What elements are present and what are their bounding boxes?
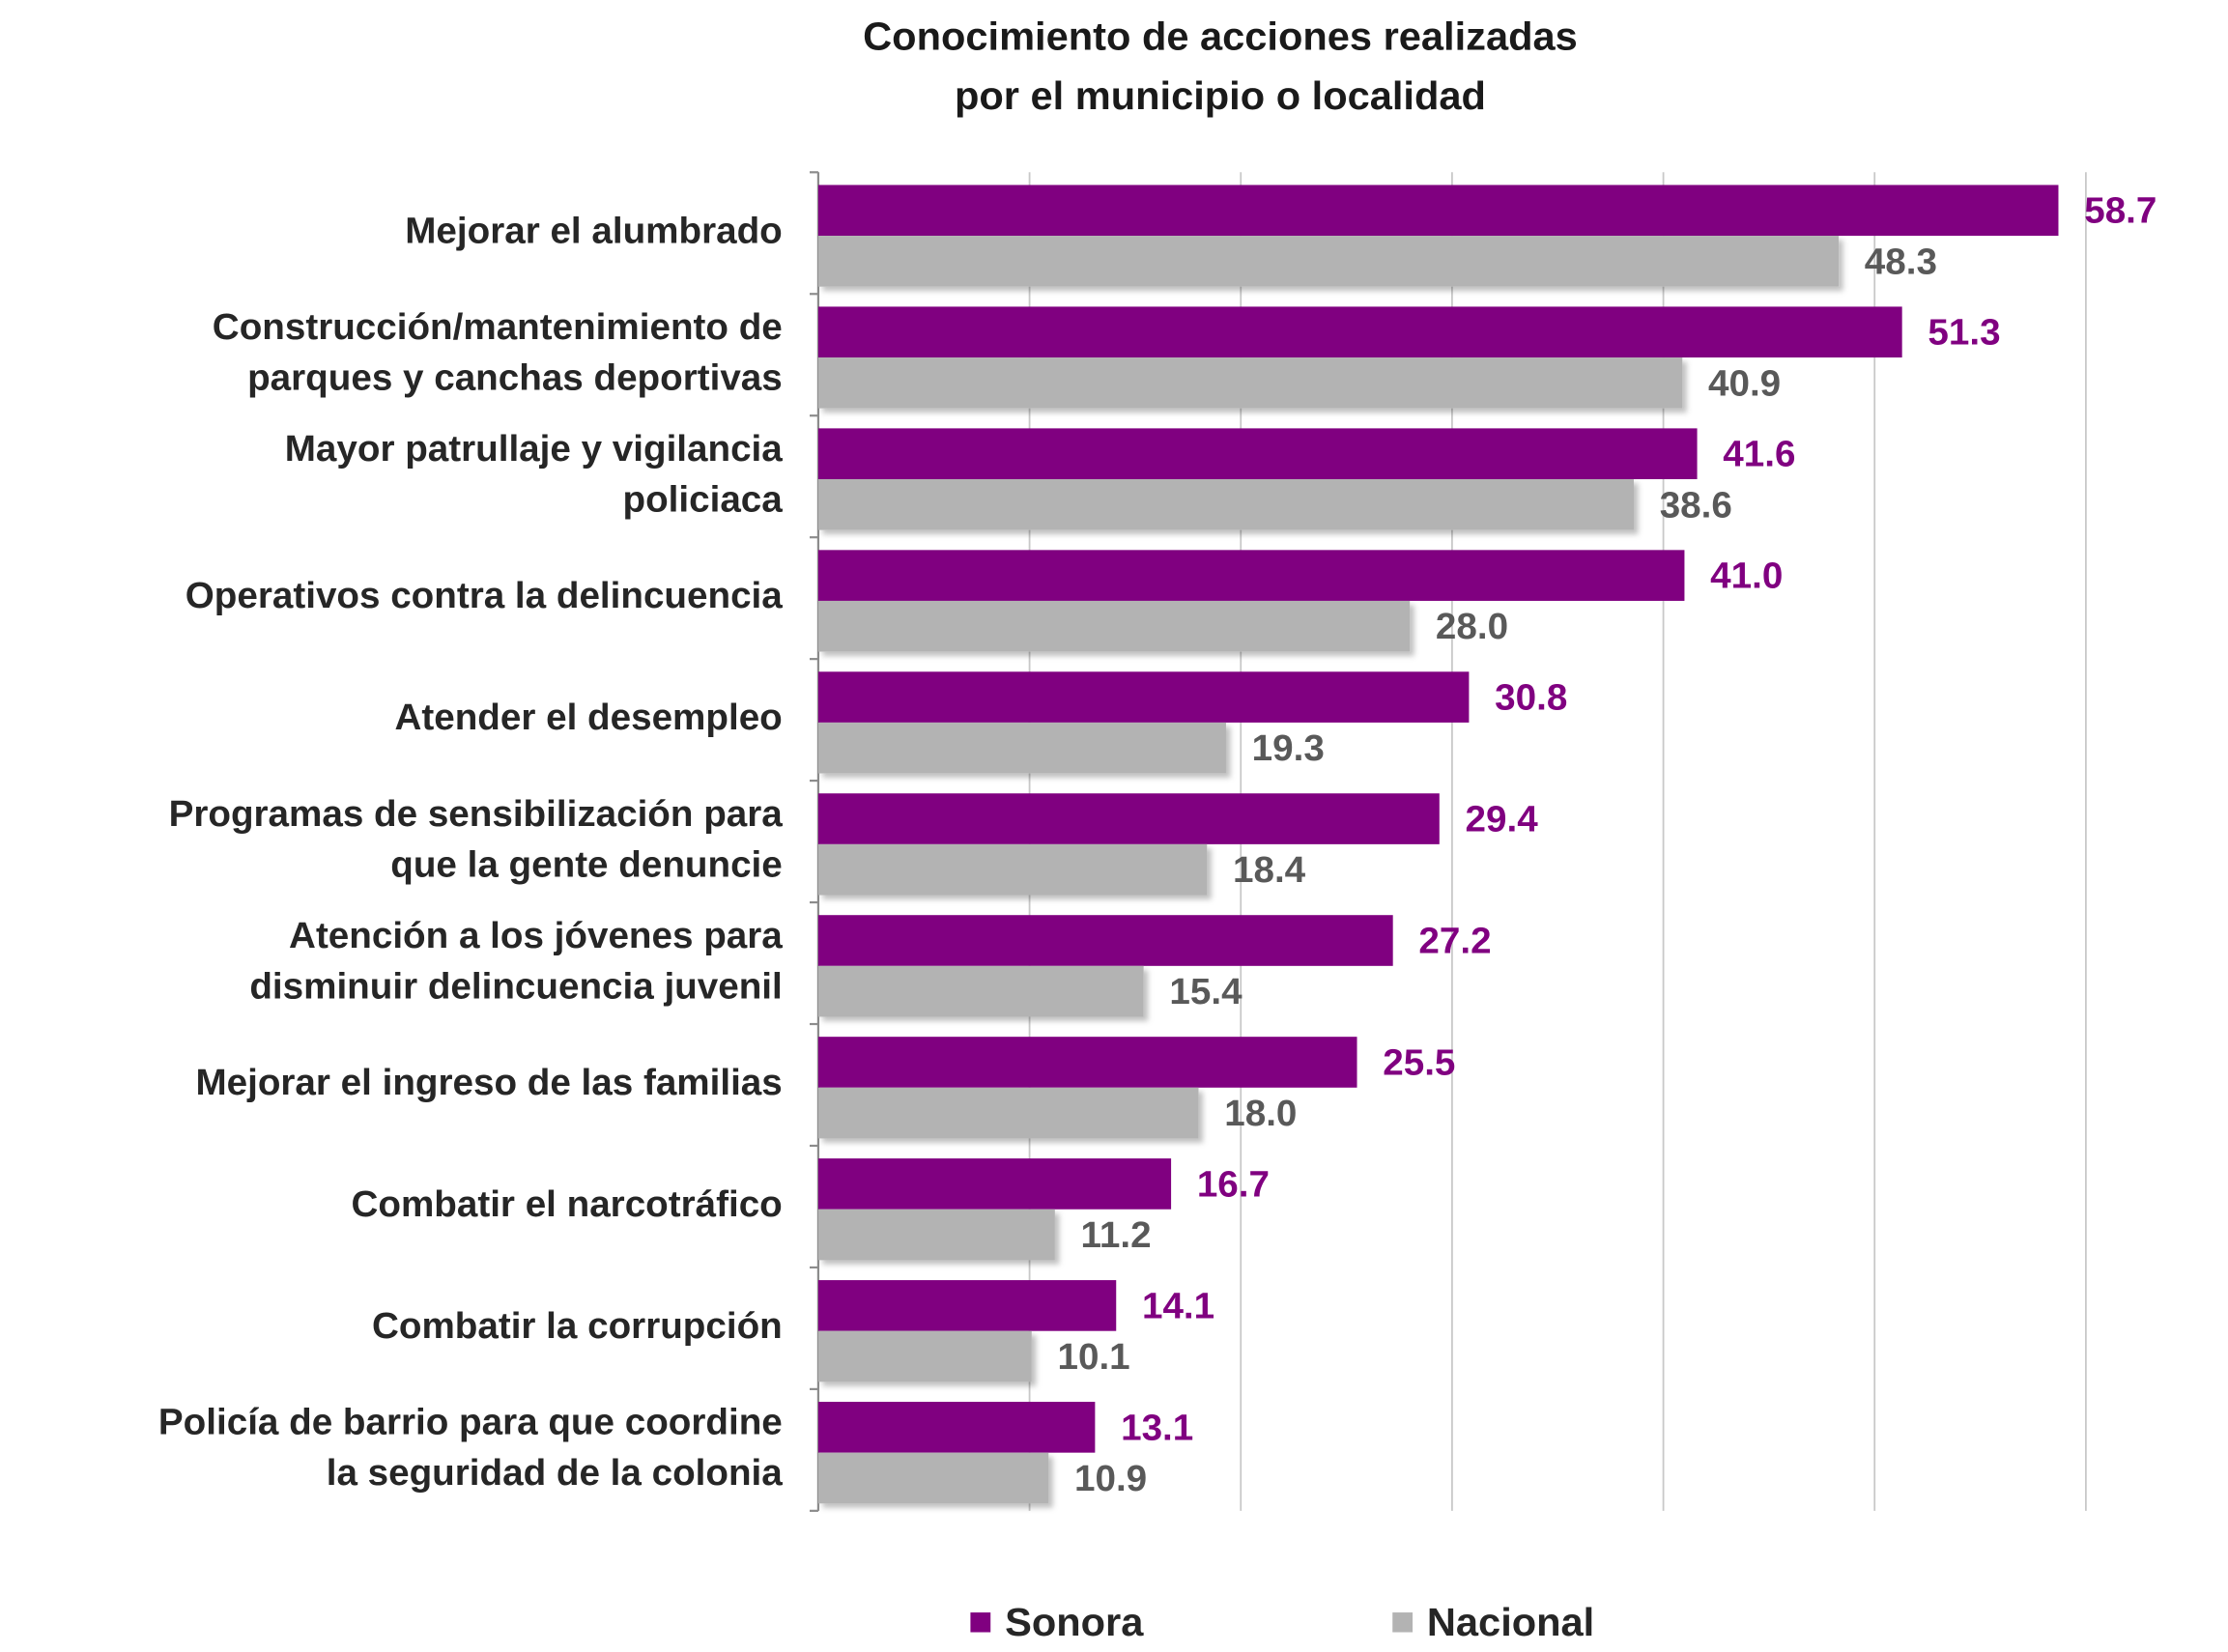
bar bbox=[817, 1402, 1096, 1453]
bar bbox=[817, 915, 1393, 966]
bar bbox=[817, 1280, 1117, 1331]
category-label: Mejorar el ingreso de las familias bbox=[195, 1062, 782, 1103]
value-label: 38.6 bbox=[1660, 485, 1732, 527]
category-label: la seguridad de la colonia bbox=[327, 1452, 784, 1494]
bar bbox=[817, 306, 1902, 358]
value-label: 15.4 bbox=[1169, 971, 1243, 1012]
category-label: parques y canchas deportivas bbox=[247, 357, 783, 399]
category-label: disminuir delincuencia juvenil bbox=[249, 966, 782, 1008]
value-label: 40.9 bbox=[1708, 363, 1781, 405]
value-label: 30.8 bbox=[1495, 677, 1567, 719]
category-label: Atender el desempleo bbox=[395, 697, 783, 738]
value-label: 18.4 bbox=[1233, 849, 1306, 891]
bar bbox=[817, 722, 1226, 774]
value-label: 58.7 bbox=[2084, 190, 2157, 232]
category-label: Policía de barrio para que coordine bbox=[158, 1402, 783, 1443]
bar bbox=[817, 1452, 1049, 1504]
value-label: 18.0 bbox=[1224, 1093, 1297, 1134]
legend-swatch bbox=[1392, 1612, 1414, 1633]
value-label: 11.2 bbox=[1081, 1214, 1152, 1256]
category-label: Programas de sensibilización para bbox=[169, 793, 784, 835]
value-label: 41.0 bbox=[1710, 555, 1783, 597]
bar bbox=[817, 1037, 1357, 1088]
value-label: 19.3 bbox=[1252, 727, 1325, 769]
bar bbox=[817, 236, 1840, 287]
bar bbox=[817, 357, 1683, 409]
value-label: 14.1 bbox=[1142, 1286, 1214, 1327]
value-label: 25.5 bbox=[1383, 1042, 1455, 1084]
legend-label: Nacional bbox=[1427, 1600, 1594, 1644]
legend-label: Sonora bbox=[1005, 1600, 1144, 1644]
chart-title: Conocimiento de acciones realizadas bbox=[863, 14, 1578, 59]
value-label: 48.3 bbox=[1865, 242, 1937, 283]
category-label: Mejorar el alumbrado bbox=[405, 211, 783, 252]
bar bbox=[817, 428, 1698, 479]
bar bbox=[817, 550, 1685, 601]
bar bbox=[817, 1209, 1055, 1261]
category-label: Operativos contra la delincuencia bbox=[186, 575, 784, 616]
value-label: 51.3 bbox=[1928, 312, 2000, 354]
value-label: 10.9 bbox=[1074, 1458, 1147, 1499]
value-label: 27.2 bbox=[1418, 921, 1491, 962]
bar bbox=[817, 1087, 1199, 1139]
value-label: 41.6 bbox=[1723, 434, 1795, 475]
chart-title: por el municipio o localidad bbox=[955, 73, 1486, 118]
bar bbox=[817, 185, 2059, 237]
bar bbox=[817, 1330, 1032, 1382]
bar bbox=[817, 965, 1144, 1017]
category-label: Combatir la corrupción bbox=[372, 1305, 783, 1347]
category-label: Atención a los jóvenes para bbox=[289, 915, 783, 956]
legend-swatch bbox=[970, 1612, 991, 1633]
value-label: 10.1 bbox=[1058, 1336, 1130, 1378]
category-label: Mayor patrullaje y vigilancia bbox=[285, 428, 784, 470]
bar bbox=[817, 843, 1208, 896]
category-label: policiaca bbox=[623, 479, 784, 521]
category-label: Construcción/mantenimiento de bbox=[213, 306, 783, 348]
value-label: 13.1 bbox=[1121, 1408, 1193, 1449]
category-label: Combatir el narcotráfico bbox=[352, 1183, 783, 1225]
bar bbox=[817, 600, 1411, 652]
category-label: que la gente denuncie bbox=[390, 844, 783, 886]
bar bbox=[817, 478, 1634, 530]
value-label: 16.7 bbox=[1197, 1164, 1270, 1206]
bar bbox=[817, 1158, 1172, 1210]
value-label: 28.0 bbox=[1436, 607, 1508, 648]
bar bbox=[817, 793, 1440, 844]
value-label: 29.4 bbox=[1466, 799, 1539, 840]
bar bbox=[817, 671, 1470, 723]
